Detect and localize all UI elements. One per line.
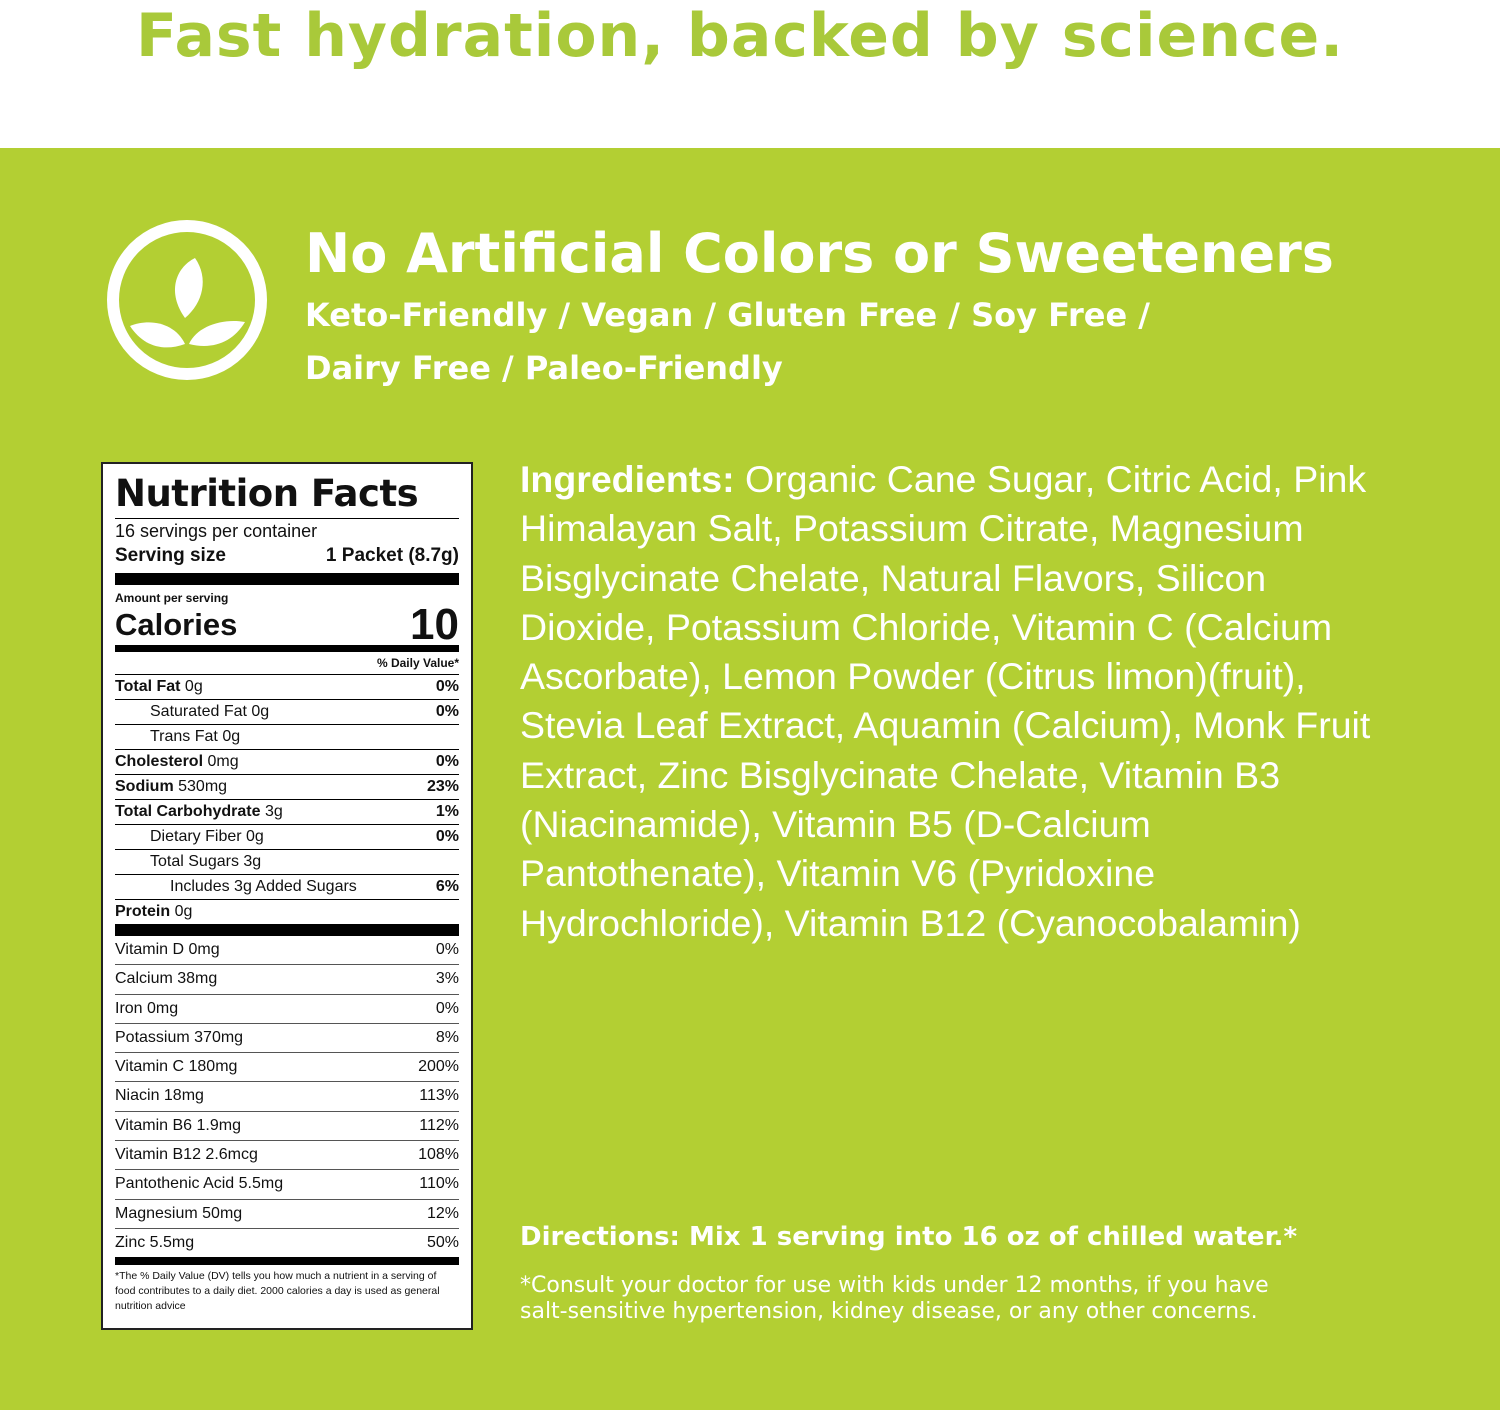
vitamin-name: Vitamin B12 2.6mcg: [115, 1146, 258, 1164]
nutrient-row: Total Fat 0g 0%: [115, 675, 459, 700]
nutrient-row: Sodium 530mg 23%: [115, 775, 459, 800]
vitamin-dv: 50%: [426, 1233, 459, 1251]
vitamin-dv: 112%: [419, 1116, 459, 1134]
vitamin-name: Iron 0mg: [115, 999, 179, 1017]
amount-per-serving: Amount per serving: [115, 591, 229, 605]
nutrient-row: Total Carbohydrate 3g 1%: [115, 800, 459, 825]
nutrient-name: Total Sugars 3g: [150, 853, 262, 870]
vitamin-dv: 113%: [419, 1087, 459, 1105]
nutrient-dv: 0%: [435, 753, 459, 770]
vitamin-name: Magnesium 50mg: [115, 1204, 243, 1222]
feature-heading: No Artificial Colors or Sweeteners: [305, 222, 1334, 285]
nutrient-row: Dietary Fiber 0g 0%: [115, 825, 459, 850]
page-title: Fast hydration, backed by science.: [135, 1, 1345, 71]
nutrient-row: Total Sugars 3g: [115, 850, 459, 875]
vitamin-dv: 8%: [435, 1028, 459, 1046]
ingredients-list: Organic Cane Sugar, Citric Acid, Pink Hi…: [520, 458, 1371, 944]
vitamin-row: Vitamin B12 2.6mcg 108%: [115, 1141, 459, 1171]
vitamin-dv: 12%: [426, 1204, 459, 1222]
ingredients-label: Ingredients:: [520, 458, 735, 500]
vitamin-row: Potassium 370mg 8%: [115, 1024, 459, 1054]
vitamin-name: Potassium 370mg: [115, 1028, 244, 1046]
vitamin-row: Calcium 38mg 3%: [115, 965, 459, 995]
vitamin-row: Zinc 5.5mg 50%: [115, 1229, 459, 1266]
vitamin-row: Vitamin B6 1.9mg 112%: [115, 1112, 459, 1142]
nutrient-dv: 6%: [435, 878, 459, 895]
serving-size: Serving size 1 Packet (8.7g): [115, 543, 459, 585]
nutrient-dv: 0%: [435, 703, 459, 720]
vitamin-dv: 200%: [418, 1058, 459, 1076]
nutrient-dv: 0%: [435, 678, 459, 695]
serving-size-value: 1 Packet (8.7g): [325, 545, 459, 566]
vitamin-row: Niacin 18mg 113%: [115, 1082, 459, 1112]
servings-per-container: 16 servings per container: [115, 521, 318, 541]
feature-subline-2: Dairy Free / Paleo-Friendly: [305, 349, 783, 387]
disclaimer-line-1: *Consult your doctor for use with kids u…: [520, 1273, 1269, 1298]
leaf-sprout-icon: [107, 220, 267, 380]
nutrient-row: Includes 3g Added Sugars 6%: [115, 875, 459, 900]
nutrient-name: Protein 0g: [115, 903, 193, 920]
directions: Directions: Mix 1 serving into 16 oz of …: [520, 1222, 1298, 1252]
nutrient-row: Saturated Fat 0g 0%: [115, 700, 459, 725]
footnote: *The % Daily Value (DV) tells you how mu…: [115, 1270, 440, 1313]
vitamin-row: Iron 0mg 0%: [115, 995, 459, 1024]
nutrition-heading: Nutrition Facts: [115, 470, 459, 519]
serving-size-label: Serving size: [115, 545, 226, 566]
nutrient-name: Dietary Fiber 0g: [150, 828, 264, 845]
vitamin-name: Pantothenic Acid 5.5mg: [115, 1175, 284, 1193]
vitamin-row: Pantothenic Acid 5.5mg 110%: [115, 1170, 459, 1200]
vitamin-name: Zinc 5.5mg: [115, 1233, 195, 1251]
nutrient-dv: 0%: [435, 828, 459, 845]
vitamin-dv: 0%: [435, 941, 459, 958]
disclaimer-line-2: salt-sensitive hypertension, kidney dise…: [520, 1299, 1258, 1324]
vitamin-dv: 3%: [435, 970, 459, 988]
nutrient-row: Trans Fat 0g: [115, 725, 459, 750]
calories-row: Calories 10: [115, 600, 459, 652]
vitamin-name: Vitamin D 0mg: [115, 941, 220, 958]
nutrient-row: Protein 0g: [115, 900, 459, 936]
daily-value-header: % Daily Value*: [115, 652, 459, 675]
vitamin-name: Vitamin B6 1.9mg: [115, 1116, 241, 1134]
vitamin-row: Vitamin D 0mg 0%: [115, 936, 459, 966]
calories-value: 10: [410, 600, 459, 649]
vitamin-name: Calcium 38mg: [115, 970, 218, 988]
vitamin-dv: 0%: [435, 999, 459, 1017]
nutrient-name: Trans Fat 0g: [150, 728, 241, 745]
vitamin-row: Vitamin C 180mg 200%: [115, 1053, 459, 1083]
nutrient-dv: 1%: [435, 803, 459, 820]
calories-label: Calories: [115, 607, 238, 642]
vitamin-name: Niacin 18mg: [115, 1087, 204, 1105]
vitamin-row: Magnesium 50mg 12%: [115, 1200, 459, 1229]
vitamin-dv: 108%: [418, 1146, 459, 1164]
nutrient-name: Saturated Fat 0g: [150, 703, 270, 720]
feature-subline-1: Keto-Friendly / Vegan / Gluten Free / So…: [305, 296, 1150, 334]
nutrition-facts-label: Nutrition Facts 16 servings per containe…: [101, 462, 473, 1330]
ingredients-text: Ingredients: Organic Cane Sugar, Citric …: [520, 455, 1390, 948]
vitamin-dv: 110%: [419, 1175, 459, 1193]
nutrient-name: Total Fat 0g: [115, 678, 203, 695]
nutrient-name: Includes 3g Added Sugars: [170, 878, 357, 895]
nutrient-name: Total Carbohydrate 3g: [115, 803, 283, 820]
nutrient-row: Cholesterol 0mg 0%: [115, 750, 459, 775]
vitamin-name: Vitamin C 180mg: [115, 1058, 238, 1076]
nutrient-name: Cholesterol 0mg: [115, 753, 239, 770]
nutrient-name: Sodium 530mg: [115, 778, 228, 795]
nutrient-dv: 23%: [426, 778, 459, 795]
